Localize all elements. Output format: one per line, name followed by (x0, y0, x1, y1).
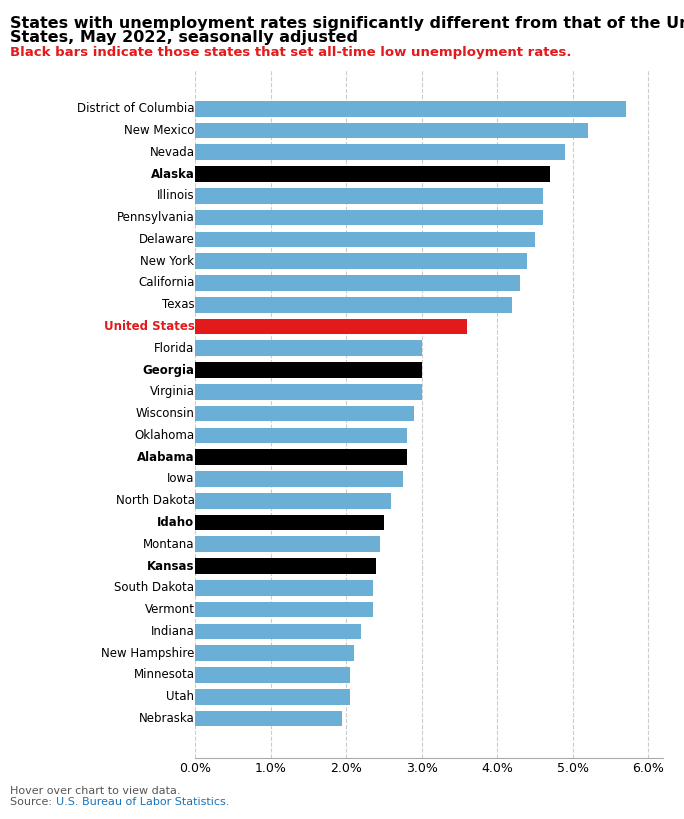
Text: New Mexico: New Mexico (124, 124, 194, 137)
Text: Nevada: Nevada (150, 146, 194, 159)
Bar (195, 536, 380, 552)
Bar (195, 645, 354, 661)
Bar (195, 405, 414, 422)
Bar (195, 711, 342, 726)
Text: Indiana: Indiana (150, 625, 194, 638)
Text: New York: New York (140, 255, 194, 268)
Bar (195, 232, 535, 247)
Text: U.S. Bureau of Labor Statistics.: U.S. Bureau of Labor Statistics. (56, 797, 229, 807)
Bar (195, 101, 626, 116)
Text: Oklahoma: Oklahoma (134, 429, 194, 442)
Text: Pennsylvania: Pennsylvania (117, 211, 194, 224)
Text: United States: United States (103, 320, 194, 333)
Text: Wisconsin: Wisconsin (135, 407, 194, 420)
Text: Hover over chart to view data.: Hover over chart to view data. (10, 786, 181, 796)
Text: North Dakota: North Dakota (116, 494, 194, 507)
Text: Alaska: Alaska (150, 168, 194, 180)
Text: Virginia: Virginia (150, 385, 194, 398)
Bar (195, 493, 391, 509)
Text: Florida: Florida (154, 342, 194, 355)
Bar (195, 623, 361, 639)
Bar (195, 275, 520, 291)
Text: Idaho: Idaho (157, 516, 194, 529)
Bar (195, 166, 550, 182)
Text: New Hampshire: New Hampshire (101, 647, 194, 659)
Text: Nebraska: Nebraska (139, 712, 194, 725)
Text: South Dakota: South Dakota (114, 581, 194, 595)
Bar (195, 450, 406, 465)
Bar (195, 210, 542, 225)
Text: Illinois: Illinois (157, 189, 194, 202)
Text: Georgia: Georgia (142, 364, 194, 377)
Bar (195, 296, 512, 313)
Text: California: California (138, 277, 194, 289)
Bar (195, 602, 373, 618)
Bar (195, 559, 376, 574)
Text: Texas: Texas (162, 298, 194, 311)
Bar (195, 123, 588, 138)
Bar (195, 319, 467, 334)
Text: District of Columbia: District of Columbia (77, 102, 194, 115)
Bar (195, 341, 421, 356)
Text: Montana: Montana (143, 538, 194, 550)
Text: Utah: Utah (166, 690, 194, 704)
Bar (195, 362, 421, 378)
Text: States, May 2022, seasonally adjusted: States, May 2022, seasonally adjusted (10, 30, 358, 45)
Bar (195, 144, 565, 161)
Bar (195, 253, 527, 269)
Bar (195, 667, 350, 683)
Text: Source:: Source: (10, 797, 56, 807)
Text: States with unemployment rates significantly different from that of the United: States with unemployment rates significa… (10, 16, 684, 31)
Bar (195, 471, 403, 486)
Bar (195, 580, 373, 595)
Bar (195, 689, 350, 704)
Text: Black bars indicate those states that set all-time low unemployment rates.: Black bars indicate those states that se… (10, 46, 572, 59)
Bar (195, 384, 421, 400)
Bar (195, 188, 542, 204)
Bar (195, 514, 384, 531)
Text: Minnesota: Minnesota (133, 668, 194, 681)
Text: Vermont: Vermont (144, 603, 194, 616)
Text: Kansas: Kansas (147, 559, 194, 572)
Text: Delaware: Delaware (139, 233, 194, 246)
Text: Iowa: Iowa (167, 473, 194, 486)
Bar (195, 428, 406, 443)
Text: Alabama: Alabama (137, 450, 194, 464)
